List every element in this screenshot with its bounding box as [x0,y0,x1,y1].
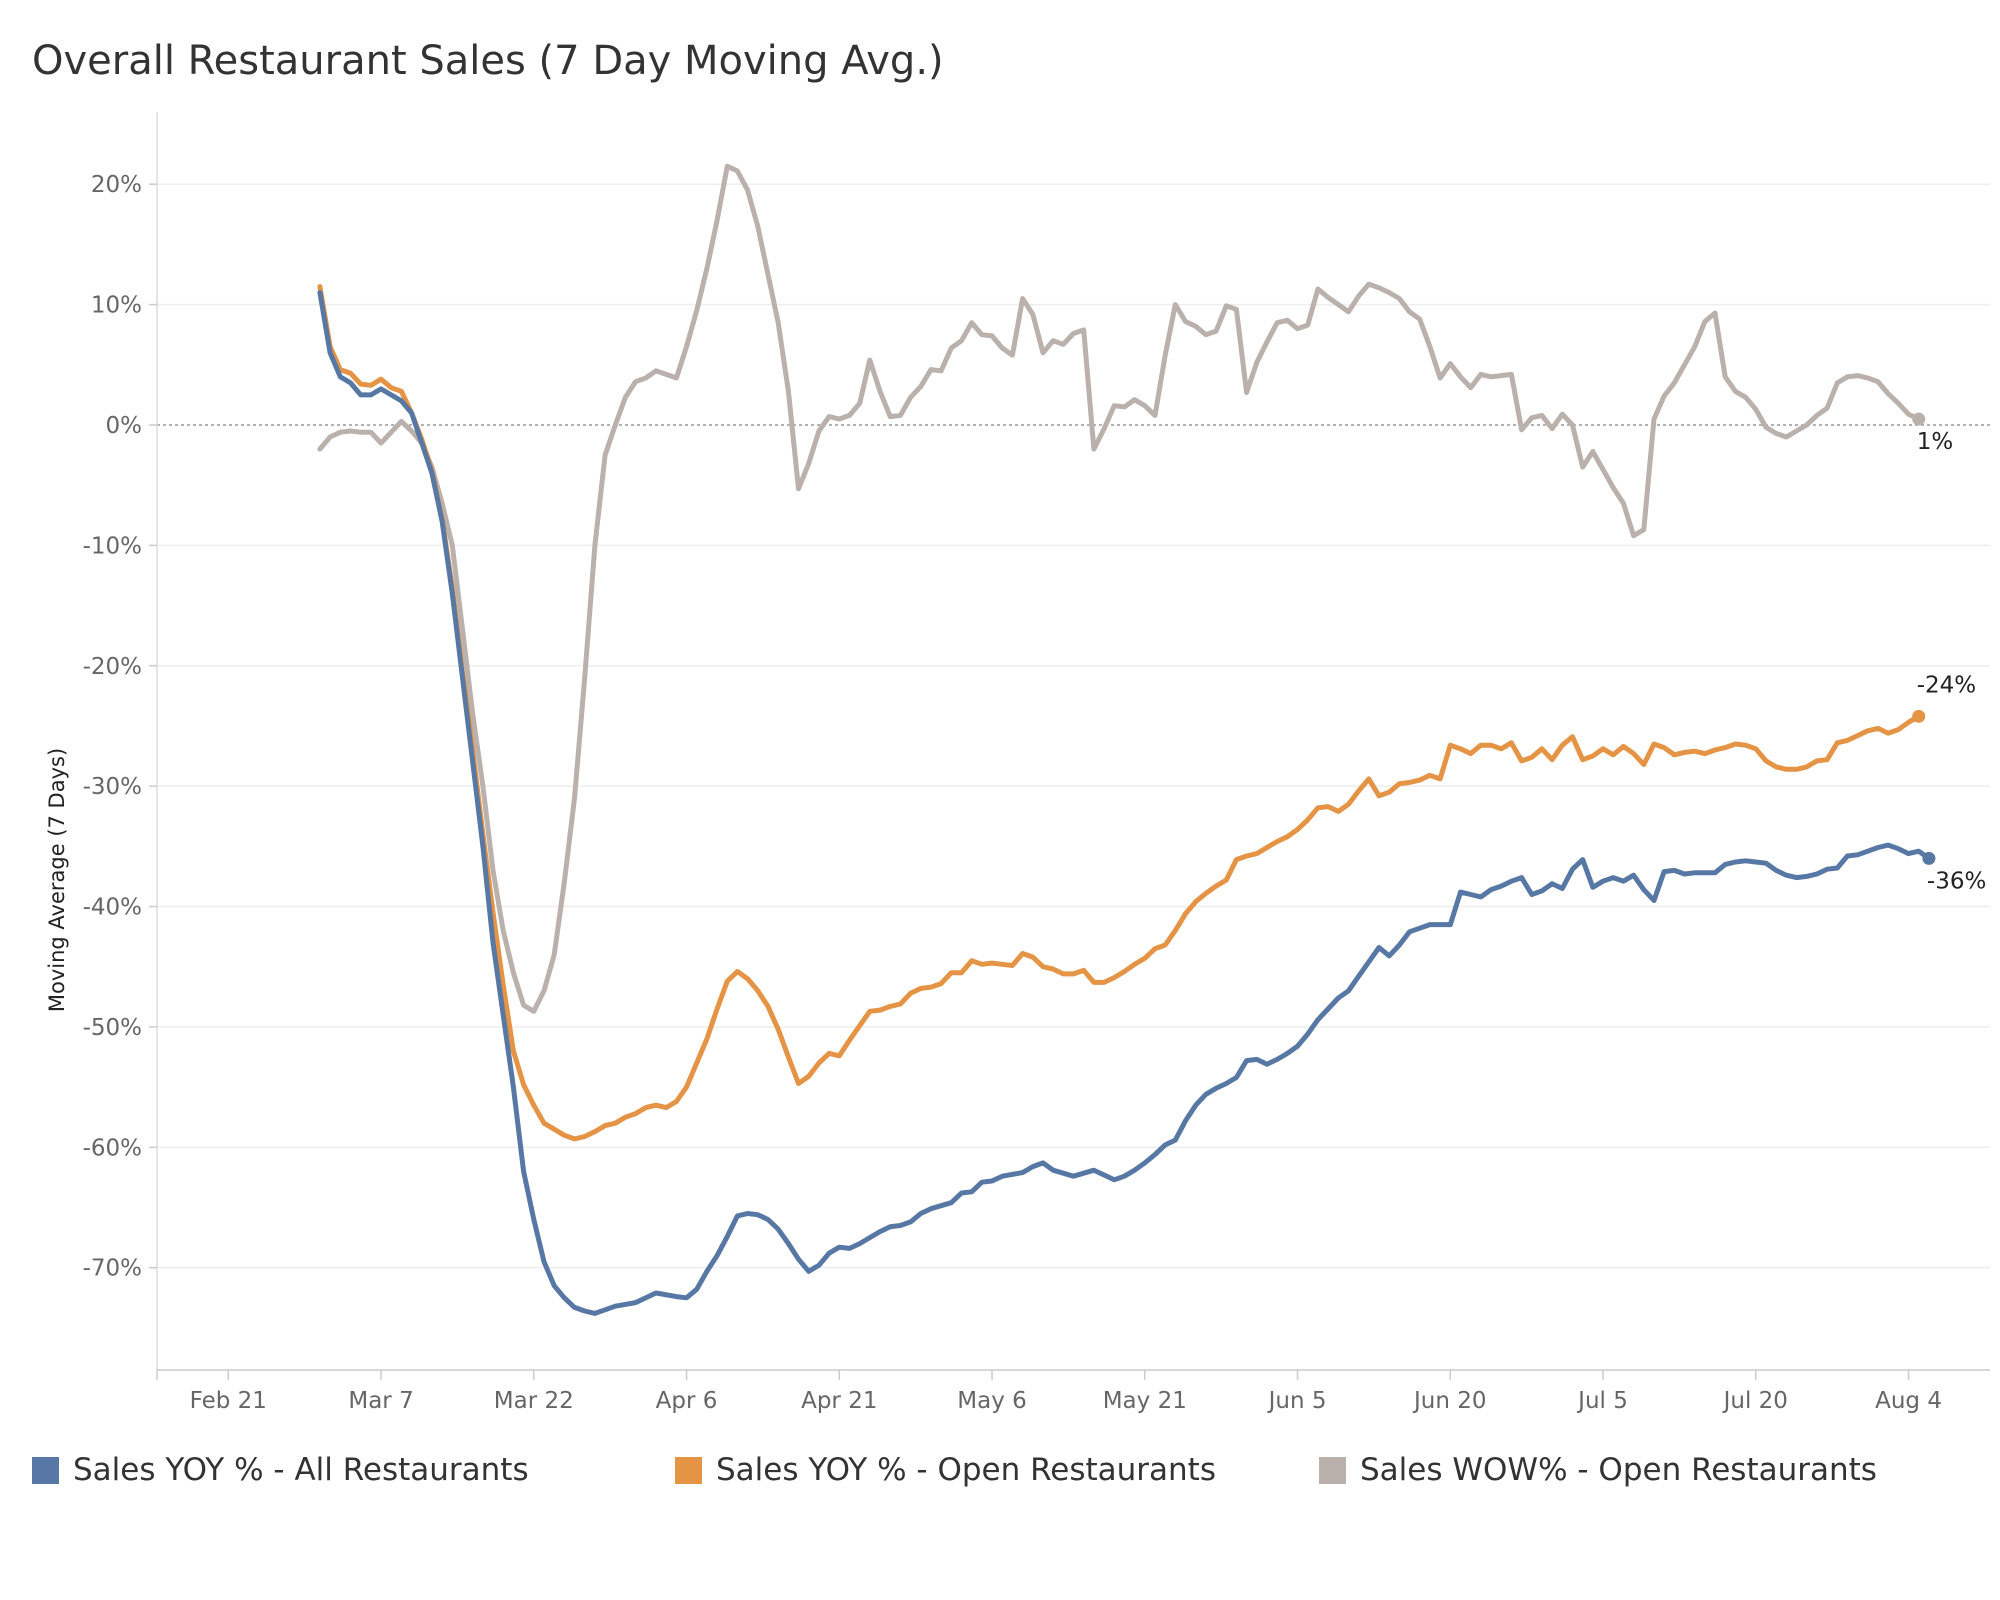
legend-swatch-open-restaurants-yoy [675,1456,702,1484]
y-tick-label: -40% [83,895,142,921]
x-tick-label: May 21 [1103,1388,1187,1414]
legend-item-open-restaurants-yoy[interactable]: Sales YOY % - Open Restaurants [675,1452,1216,1488]
x-tick-label: May 6 [957,1388,1027,1414]
legend-label-open-restaurants-wow: Sales WOW% - Open Restaurants [1360,1452,1877,1488]
x-tick-label: Jun 20 [1412,1388,1487,1414]
series-line-0 [317,290,1932,1316]
x-tick-label: Feb 21 [190,1388,267,1414]
end-labels: 1% -24% -36% [1917,429,1987,894]
y-tick-label: 10% [91,293,142,319]
legend-item-open-restaurants-wow[interactable]: Sales WOW% - Open Restaurants [1319,1452,1877,1488]
x-tick-label: Mar 7 [348,1388,413,1414]
x-tick-label: Jul 5 [1576,1388,1628,1414]
y-tick-label: 0% [106,413,143,439]
y-tick-label: -50% [83,1015,142,1041]
legend-label-all-restaurants: Sales YOY % - All Restaurants [73,1452,529,1488]
chart-plot: 20% 10% 0% -10% -20% -30% -40% -50% -60% -70% Feb … [45,112,1990,1414]
y-tick-label: -60% [83,1135,142,1161]
series-end-marker-0 [1922,851,1936,865]
y-axis-label: Moving Average (7 Days) [45,748,69,1012]
legend-swatch-open-restaurants-wow [1319,1456,1346,1484]
x-tick-label: Apr 6 [656,1388,718,1414]
x-tick-label: Apr 21 [801,1388,877,1414]
series-end-label-0: -36% [1927,868,1986,894]
legend-label-open-restaurants-yoy: Sales YOY % - Open Restaurants [716,1452,1216,1488]
axes: 20% 10% 0% -10% -20% -30% -40% -50% -60% -70% Feb … [83,112,1990,1414]
series-end-marker-1 [1912,709,1926,723]
grid-lines [157,183,1990,1269]
series-line-2 [317,163,1922,1014]
series-lines [317,163,1936,1316]
x-tick-label: Aug 4 [1875,1388,1942,1414]
y-tick-label: -20% [83,654,142,680]
y-tick-label: -70% [83,1256,142,1282]
y-tick-label: -10% [83,533,142,559]
y-tick-label: 20% [91,172,142,198]
x-tick-label: Jun 5 [1267,1388,1327,1414]
legend-swatch-all-restaurants [32,1456,59,1484]
y-tick-label: -30% [83,774,142,800]
chart-title: Overall Restaurant Sales (7 Day Moving A… [32,38,944,84]
series-line-1 [317,284,1922,1142]
series-end-marker-2 [1912,412,1926,426]
x-tick-label: Mar 22 [494,1388,574,1414]
legend-item-all-restaurants[interactable]: Sales YOY % - All Restaurants [32,1452,529,1488]
legend: Sales YOY % - All Restaurants Sales YOY … [32,1452,1992,1502]
series-end-label-2: 1% [1917,429,1954,455]
x-tick-label: Jul 20 [1722,1388,1788,1414]
series-end-label-1: -24% [1917,672,1976,698]
